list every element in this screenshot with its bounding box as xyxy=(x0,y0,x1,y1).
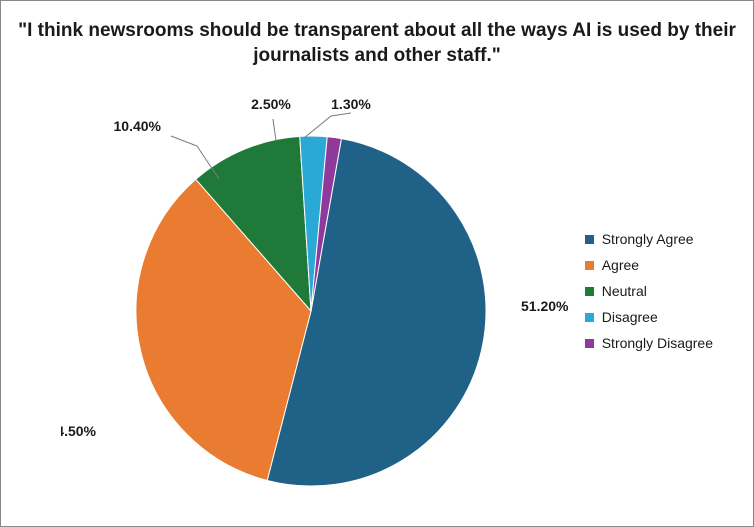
legend-item: Strongly Disagree xyxy=(585,335,713,351)
slice-data-label: 34.50% xyxy=(61,423,97,439)
pie-svg: 51.20% 34.50% 10.40% 2.50% 1.30% xyxy=(61,91,581,521)
legend-label: Strongly Agree xyxy=(602,231,694,247)
legend-swatch xyxy=(585,339,594,348)
legend-item: Agree xyxy=(585,257,713,273)
leader-line xyxy=(273,119,276,141)
legend-swatch xyxy=(585,287,594,296)
leader-line xyxy=(304,113,351,138)
slice-data-label: 2.50% xyxy=(251,96,291,112)
chart-frame: "I think newsrooms should be transparent… xyxy=(0,0,754,527)
legend: Strongly Agree Agree Neutral Disagree Strong… xyxy=(585,231,713,361)
legend-label: Strongly Disagree xyxy=(602,335,713,351)
slice-data-label: 51.20% xyxy=(521,298,569,314)
legend-label: Neutral xyxy=(602,283,647,299)
slice-data-label: 10.40% xyxy=(114,118,162,134)
legend-swatch xyxy=(585,261,594,270)
chart-title: "I think newsrooms should be transparent… xyxy=(1,19,753,68)
legend-label: Disagree xyxy=(602,309,658,325)
legend-item: Disagree xyxy=(585,309,713,325)
pie-chart: 51.20%34.50%10.40%2.50%1.30% xyxy=(61,91,481,511)
legend-swatch xyxy=(585,235,594,244)
legend-label: Agree xyxy=(602,257,639,273)
legend-swatch xyxy=(585,313,594,322)
legend-item: Neutral xyxy=(585,283,713,299)
slice-data-label: 1.30% xyxy=(331,96,371,112)
legend-item: Strongly Agree xyxy=(585,231,713,247)
